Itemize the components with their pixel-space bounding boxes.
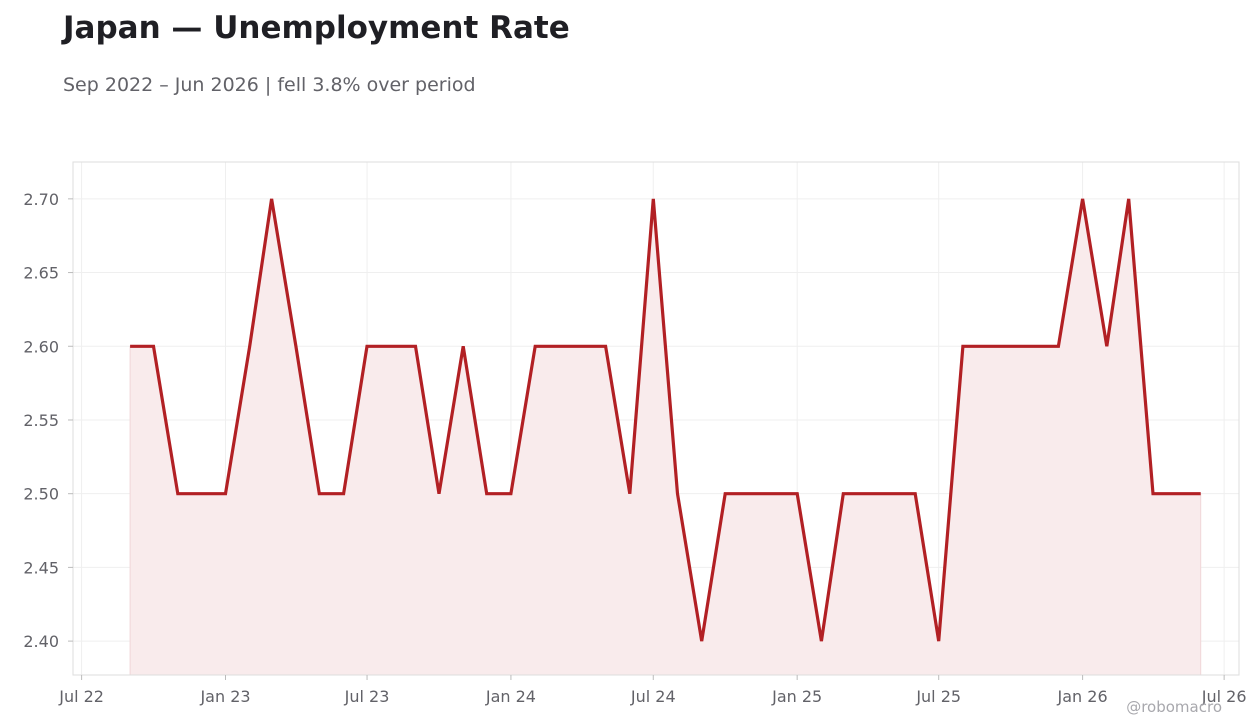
y-tick-label: 2.70 (23, 190, 59, 209)
y-axis: 2.40 2.45 2.50 2.55 2.60 2.65 2.70 (23, 190, 73, 651)
x-axis: Jul 22 Jan 23 Jul 23 Jan 24 Jul 24 Jan 25 Jul … (58, 675, 1247, 706)
y-tick-label: 2.65 (23, 264, 59, 283)
x-tick-label: Jul 24 (630, 687, 676, 706)
x-tick-label: Jan 24 (485, 687, 536, 706)
x-tick-label: Jan 23 (199, 687, 250, 706)
chart-title: Japan — Unemployment Rate (63, 10, 570, 46)
x-tick-label: Jan 26 (1057, 687, 1108, 706)
y-tick-label: 2.60 (23, 337, 59, 356)
x-tick-label: Jul 26 (1201, 687, 1247, 706)
x-tick-label: Jan 25 (771, 687, 822, 706)
series-line (130, 198, 1201, 642)
y-tick-label: 2.45 (23, 558, 59, 577)
watermark: @robomacro (1126, 698, 1222, 716)
area-fill (129, 198, 1202, 676)
chart-subtitle: Sep 2022 – Jun 2026 | fell 3.8% over per… (63, 74, 476, 96)
y-tick-label: 2.55 (23, 411, 59, 430)
plot-frame (72, 161, 1240, 676)
y-tick-label: 2.40 (23, 632, 59, 651)
x-tick-label: Jul 25 (915, 687, 961, 706)
y-tick-label: 2.50 (23, 485, 59, 504)
x-tick-label: Jul 22 (58, 687, 104, 706)
x-tick-label: Jul 23 (344, 687, 390, 706)
